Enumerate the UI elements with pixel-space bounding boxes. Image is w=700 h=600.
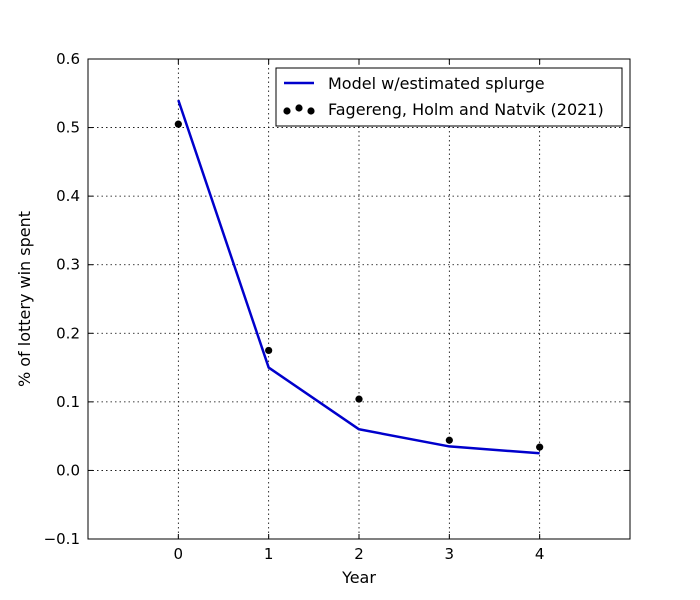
data-point — [174, 120, 182, 128]
legend-dot — [283, 107, 291, 115]
axis-ticks: 0 1 2 3 4 −0.1 0.0 0.1 0.2 0.3 0.4 0.5 0.6 — [44, 50, 630, 563]
legend: Model w/estimated splurge Fagereng, Holm… — [275, 67, 623, 127]
x-tick-label: 3 — [445, 545, 455, 563]
y-tick-label: 0.2 — [56, 324, 80, 342]
y-tick-label: 0.4 — [56, 187, 80, 205]
y-tick-label: 0.6 — [56, 50, 80, 68]
data-point — [445, 436, 453, 444]
x-tick-label: 2 — [354, 545, 364, 563]
x-tick-label: 0 — [174, 545, 184, 563]
legend-box — [275, 67, 623, 127]
x-tick-label: 4 — [535, 545, 545, 563]
legend-dot — [295, 104, 303, 112]
data-point — [265, 346, 273, 355]
y-tick-label: 0.3 — [56, 256, 80, 274]
series-layer — [174, 99, 544, 455]
legend-entry-data: Fagereng, Holm and Natvik (2021) — [328, 100, 604, 119]
grid — [88, 58, 630, 540]
data-point — [355, 395, 363, 403]
legend-swatch-data — [283, 104, 315, 115]
data-point — [536, 443, 544, 451]
series-line-model — [177, 99, 540, 455]
y-tick-label: 0.0 — [56, 461, 80, 479]
x-tick-label: 1 — [264, 545, 274, 563]
legend-entry-model: Model w/estimated splurge — [328, 74, 545, 93]
x-axis-label: Year — [341, 568, 376, 587]
y-tick-label: 0.5 — [56, 119, 80, 137]
y-tick-label: −0.1 — [44, 530, 80, 548]
y-axis-label: % of lottery win spent — [15, 211, 34, 387]
legend-dot — [307, 107, 315, 115]
y-tick-label: 0.1 — [56, 393, 80, 411]
